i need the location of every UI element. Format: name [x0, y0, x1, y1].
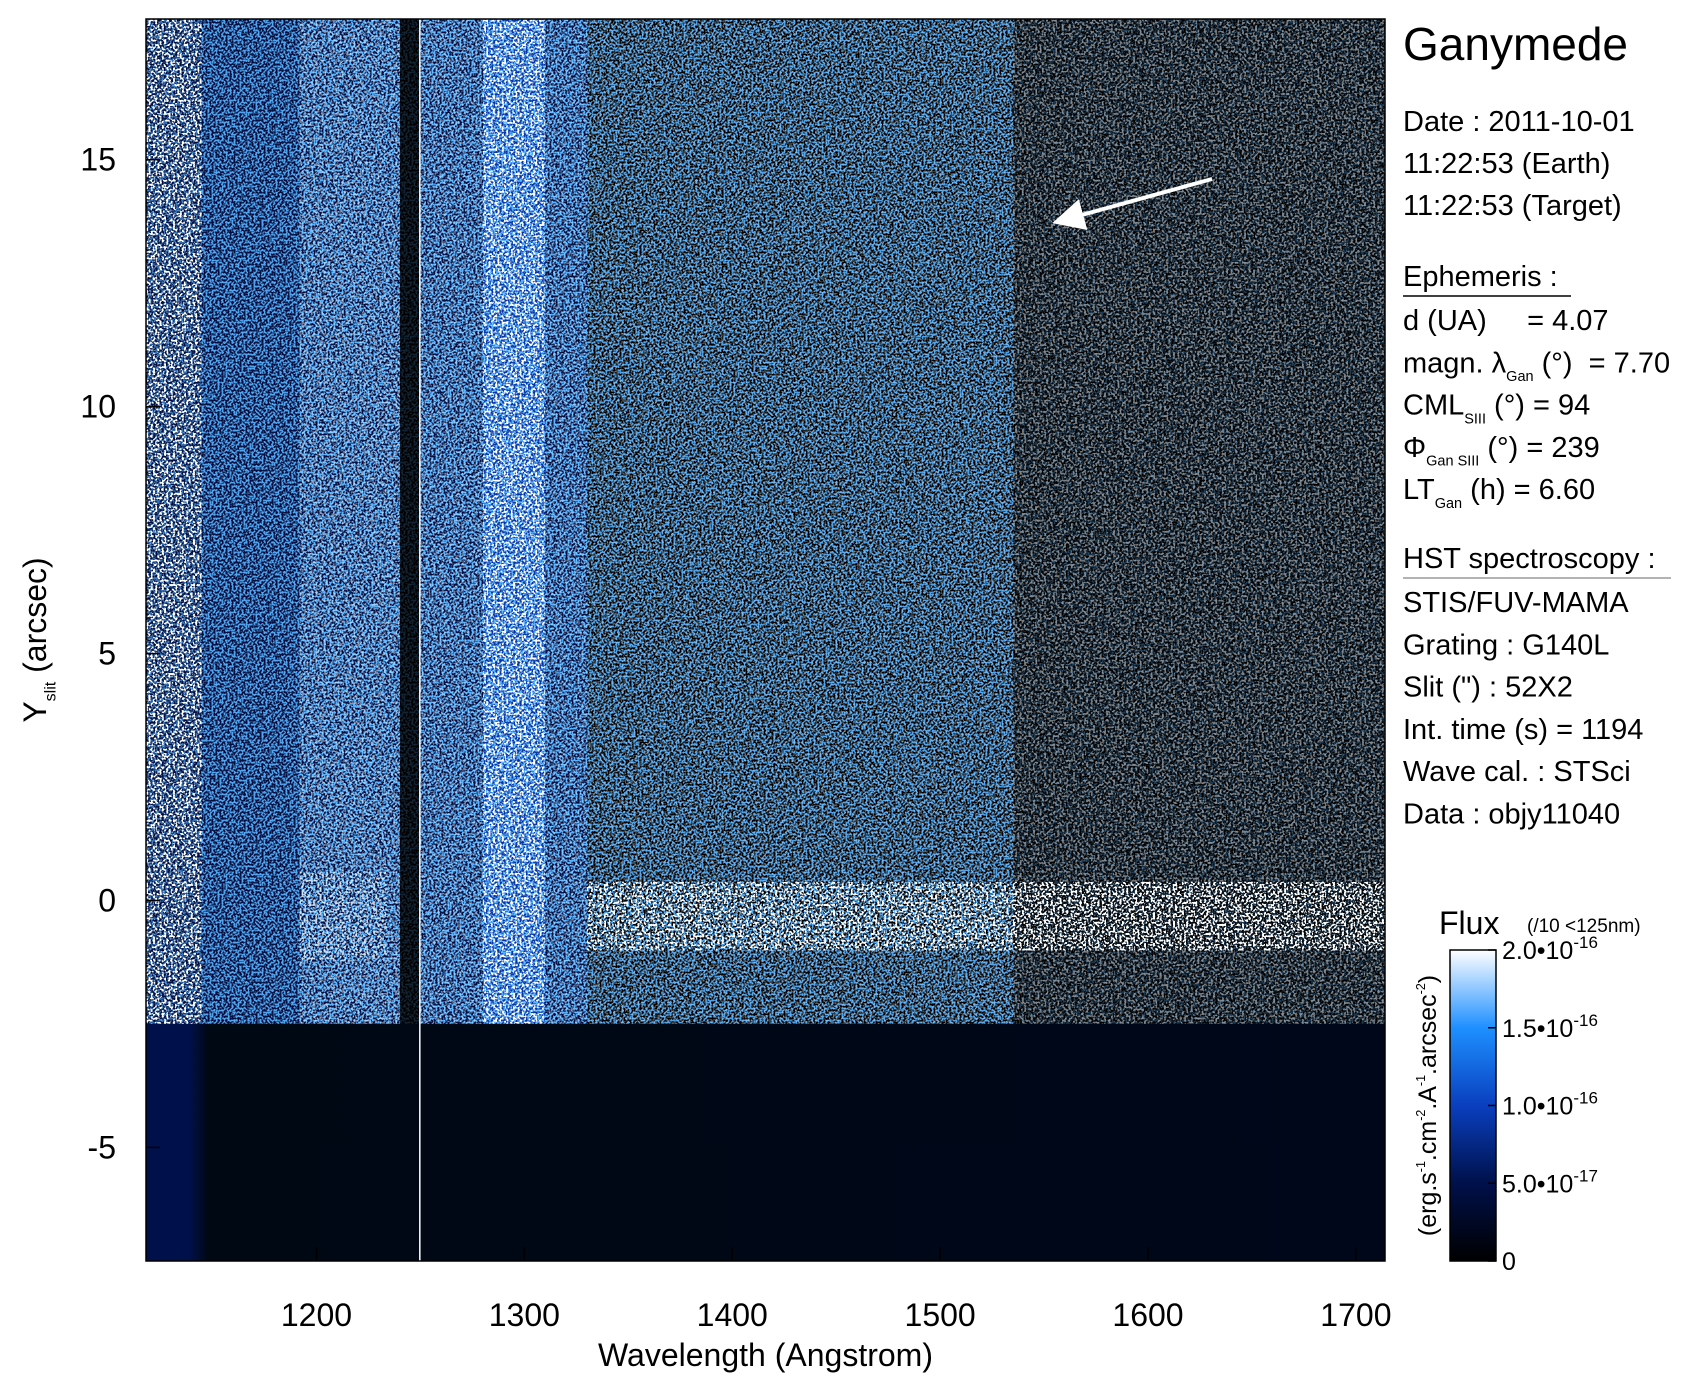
image-noise	[544, 19, 588, 1024]
superscript: -1	[1414, 1161, 1428, 1172]
text-part: Grating : G140L	[1403, 629, 1609, 661]
text-part: Slit (") : 52X2	[1403, 672, 1573, 704]
superscript: -1	[1414, 1075, 1428, 1086]
date-line: 11:22:53 (Earth)	[1403, 148, 1610, 180]
colorbar-tick-label: 2.0•10-16	[1502, 933, 1598, 965]
hst-line: STIS/FUV-MAMA	[1403, 587, 1629, 619]
text-part: d (UA) = 4.07	[1403, 305, 1609, 337]
text-part: CML	[1403, 390, 1464, 422]
text-part: .cm	[1414, 1121, 1442, 1161]
image-noise	[146, 19, 202, 1024]
y-tick-label: -5	[88, 1129, 116, 1165]
colorbar-title: Flux	[1439, 905, 1499, 941]
colorbar-label: (erg.s-1.cm-2.A-1.arcsec-2)	[1414, 975, 1442, 1236]
text-part: (°) = 7.70	[1534, 347, 1671, 379]
tick-mantissa: 1.0•10	[1502, 1093, 1573, 1121]
x-tick-label: 1700	[1320, 1297, 1391, 1333]
image-noise	[483, 19, 545, 1024]
text-part: Int. time (s) = 1194	[1403, 714, 1643, 746]
y-tick-label: 10	[80, 389, 116, 425]
colorbar-tick-label: 1.0•10-16	[1502, 1089, 1598, 1121]
text-part: Date : 2011-10-01	[1403, 106, 1635, 138]
image-noise	[201, 19, 300, 1024]
hst-line: Grating : G140L	[1403, 629, 1609, 661]
text-part: (h) = 6.60	[1462, 474, 1595, 506]
x-axis-label: Wavelength (Angstrom)	[598, 1337, 933, 1373]
date-line: Date : 2011-10-01	[1403, 106, 1635, 138]
colorbar-tick-label: 5.0•10-17	[1502, 1166, 1598, 1198]
image-noise	[419, 19, 484, 1024]
subscript: Gan SIII	[1426, 454, 1479, 470]
colorbar-tick-label: 0	[1502, 1248, 1516, 1276]
hst-line: Int. time (s) = 1194	[1403, 714, 1643, 746]
panel-title: Ganymede	[1403, 18, 1628, 70]
text-part: .arcsec	[1414, 994, 1442, 1075]
spectral-image	[146, 19, 1385, 1261]
tick-exponent: -16	[1573, 933, 1598, 952]
hst-line: Data : objy11040	[1403, 799, 1620, 831]
hst-line: Slit (") : 52X2	[1403, 672, 1573, 704]
subscript: slit	[43, 681, 60, 701]
y-axis-label: Yslit (arcsec)	[17, 557, 60, 722]
subscript: Gan	[1435, 496, 1462, 512]
image-noise	[587, 19, 1014, 1024]
y-tick-label: 15	[80, 142, 116, 178]
x-tick-label: 1500	[905, 1297, 976, 1333]
hst-line: Wave cal. : STSci	[1403, 756, 1631, 788]
tick-exponent: -17	[1573, 1166, 1598, 1185]
image-band	[299, 872, 387, 961]
colorbar-tick-label: 1.5•10-16	[1502, 1011, 1598, 1043]
plot-frame	[145, 18, 1386, 1262]
ephemeris-line: CMLSIII (°) = 94	[1403, 390, 1590, 428]
superscript: -2	[1414, 983, 1428, 994]
tick-mantissa: 5.0•10	[1502, 1170, 1573, 1198]
superscript: -2	[1414, 1110, 1428, 1121]
tick-exponent: -16	[1573, 1089, 1598, 1108]
tick-mantissa: 1.5•10	[1502, 1015, 1573, 1043]
date-line: 11:22:53 (Target)	[1403, 190, 1622, 222]
tick-exponent: -16	[1573, 1011, 1598, 1030]
text-part: (°) = 239	[1479, 432, 1599, 464]
text-part: STIS/FUV-MAMA	[1403, 587, 1629, 619]
image-band	[1013, 882, 1385, 951]
x-tick-label: 1300	[489, 1297, 560, 1333]
ephemeris-line: LTGan (h) = 6.60	[1403, 474, 1595, 512]
text-part: magn. λ	[1403, 347, 1507, 379]
colorbar-note: (/10 <125nm)	[1527, 916, 1641, 937]
text-part: (arcsec)	[17, 557, 53, 681]
subscript: SIII	[1464, 411, 1486, 427]
ephemeris-line: magn. λGan (°) = 7.70	[1403, 347, 1670, 385]
text-part: (°) = 94	[1486, 390, 1590, 422]
x-tick-label: 1200	[281, 1297, 352, 1333]
text-part: )	[1414, 975, 1442, 983]
image-lower	[146, 1023, 1385, 1261]
arrow	[1052, 177, 1213, 231]
image-noise	[399, 19, 420, 1024]
y-tick-label: 0	[98, 882, 116, 918]
image-noise	[299, 19, 400, 1024]
tick-mantissa: 2.0•10	[1502, 937, 1573, 965]
section-header: Ephemeris :	[1403, 261, 1558, 293]
subscript: Gan	[1506, 369, 1533, 385]
text-part: 11:22:53 (Earth)	[1403, 148, 1610, 180]
text-part: Data : objy11040	[1403, 799, 1620, 831]
text-part: Φ	[1403, 432, 1426, 464]
image-noise	[1013, 19, 1385, 1024]
text-part: (erg.s	[1414, 1172, 1442, 1236]
text-part: Y	[17, 701, 53, 722]
x-tick-label: 1600	[1112, 1297, 1183, 1333]
ephemeris-line: ΦGan SIII (°) = 239	[1403, 432, 1600, 470]
text-part: LT	[1403, 474, 1435, 506]
text-part: Wave cal. : STSci	[1403, 756, 1631, 788]
text-part: .A	[1414, 1086, 1442, 1110]
section-header: HST spectroscopy :	[1403, 543, 1656, 575]
y-tick-label: 5	[98, 636, 116, 672]
ephemeris-line: d (UA) = 4.07	[1403, 305, 1609, 337]
text-part: 11:22:53 (Target)	[1403, 190, 1622, 222]
x-tick-label: 1400	[697, 1297, 768, 1333]
